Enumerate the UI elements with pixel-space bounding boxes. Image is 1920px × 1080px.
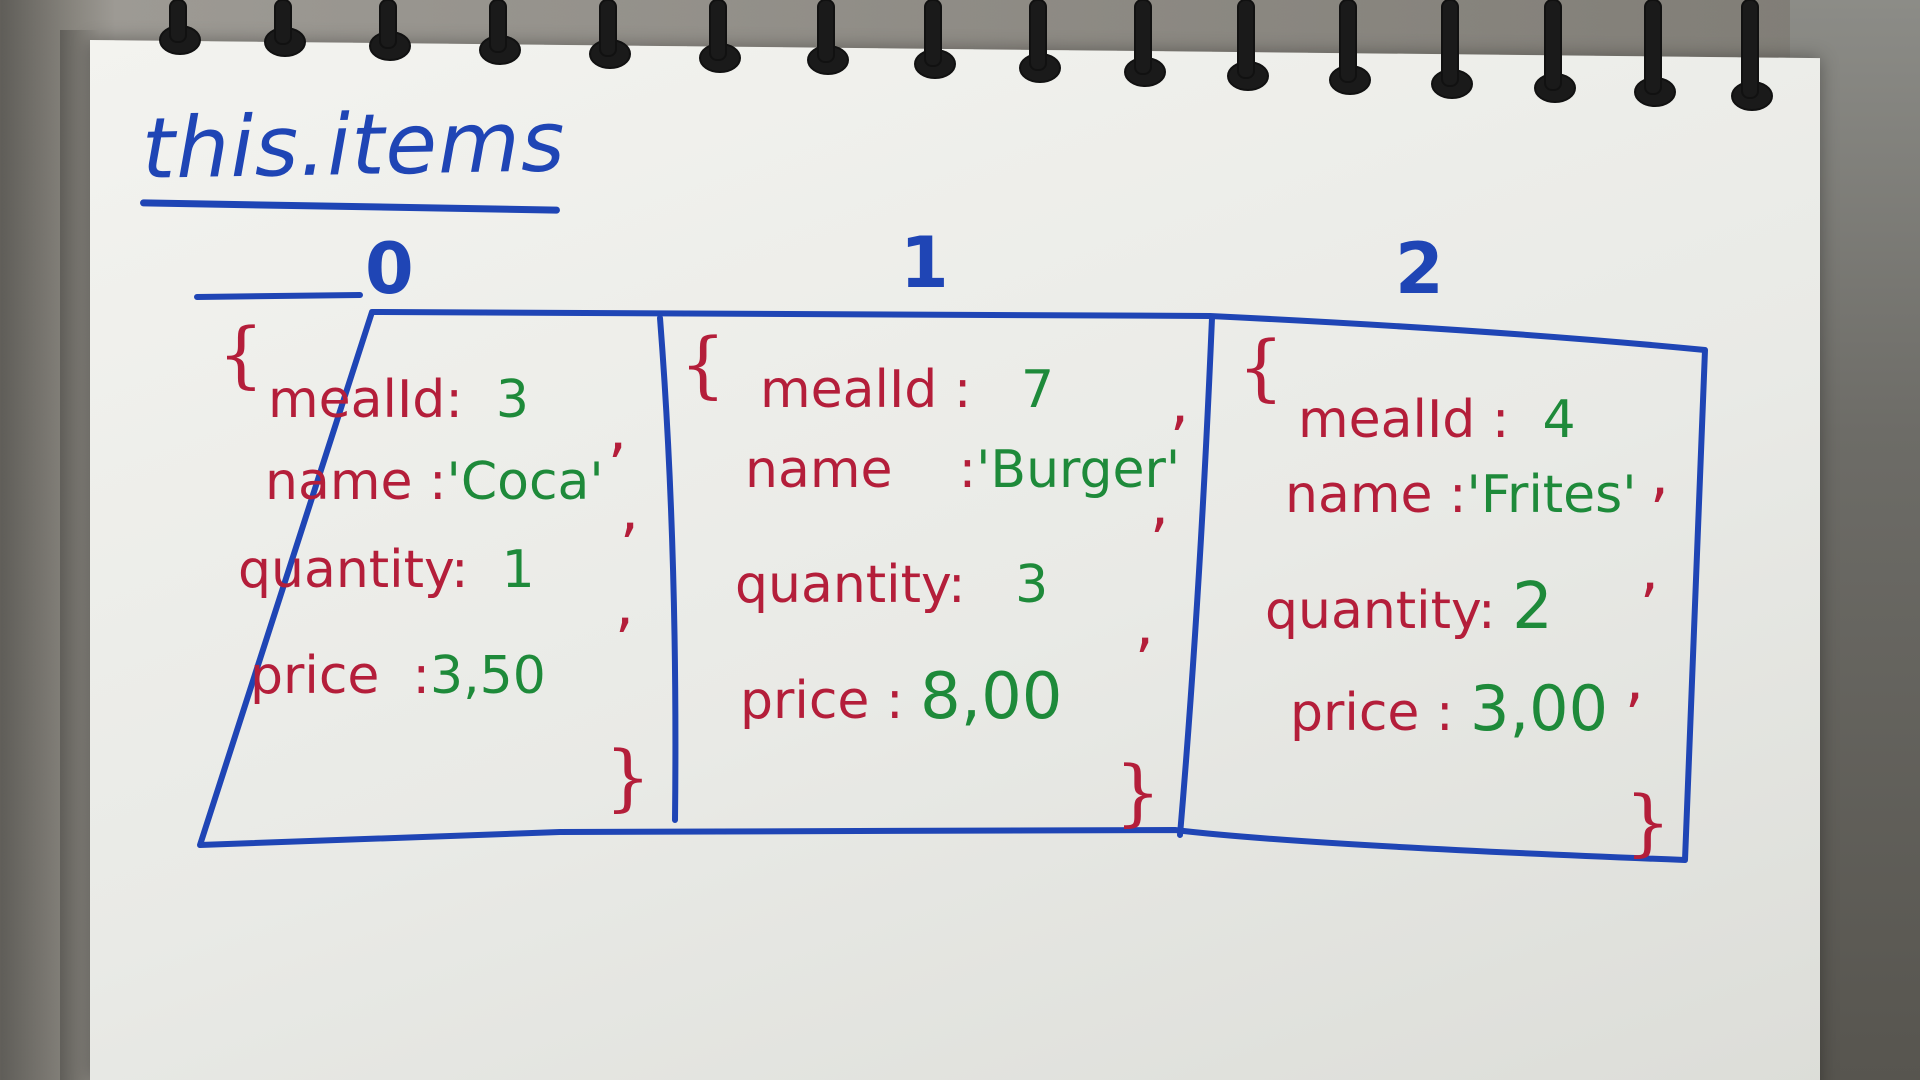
value: 3 bbox=[1015, 555, 1049, 615]
value: 3,50 bbox=[430, 646, 546, 706]
colon: : bbox=[445, 370, 463, 430]
page-title: this.items bbox=[141, 92, 567, 198]
field-quantity: quantity: 3 bbox=[735, 555, 1048, 615]
open-brace: { bbox=[1238, 325, 1284, 409]
index-label-1: 1 bbox=[900, 222, 949, 304]
key: price bbox=[740, 671, 870, 731]
field-mealid: mealId : 4 bbox=[1298, 390, 1576, 450]
colon: : bbox=[1478, 581, 1496, 641]
key: price bbox=[1290, 683, 1420, 743]
key: mealId bbox=[268, 370, 446, 430]
colon: : bbox=[953, 360, 972, 420]
key: name bbox=[265, 452, 413, 512]
value: 8,00 bbox=[920, 660, 1063, 734]
spiral-binding bbox=[159, 0, 1773, 111]
comma: , bbox=[1170, 368, 1190, 438]
key: quantity bbox=[1265, 581, 1479, 641]
field-quantity: quantity: 1 bbox=[238, 540, 535, 600]
colon: : bbox=[1449, 465, 1467, 525]
index-label-2: 2 bbox=[1395, 228, 1444, 310]
key: quantity bbox=[238, 540, 452, 600]
comma: , bbox=[1640, 535, 1660, 605]
comma: , bbox=[620, 475, 640, 545]
value: 'Burger' bbox=[976, 440, 1181, 500]
comma: , bbox=[608, 395, 628, 465]
key: name bbox=[745, 440, 893, 500]
colon: : bbox=[412, 646, 431, 706]
value: 1 bbox=[501, 540, 535, 600]
comma: , bbox=[1150, 470, 1170, 540]
comma: , bbox=[1625, 645, 1645, 715]
field-price: price : 3,00 bbox=[1290, 672, 1608, 745]
field-mealid: mealId : 7 bbox=[760, 360, 1054, 420]
value: 'Frites' bbox=[1466, 465, 1637, 525]
field-price: price : 8,00 bbox=[740, 660, 1063, 734]
comma: , bbox=[1650, 440, 1670, 510]
comma: , bbox=[1135, 590, 1155, 660]
key: name bbox=[1285, 465, 1433, 525]
colon: : bbox=[1491, 390, 1510, 450]
key: mealId bbox=[1298, 390, 1476, 450]
comma: , bbox=[615, 570, 635, 640]
field-price: price :3,50 bbox=[250, 646, 546, 706]
field-name: name :'Burger' bbox=[745, 440, 1180, 500]
field-name: name :'Frites' bbox=[1285, 465, 1637, 525]
value: 2 bbox=[1512, 570, 1553, 644]
close-brace: } bbox=[605, 735, 651, 819]
colon: : bbox=[429, 452, 447, 512]
value: 3,00 bbox=[1470, 672, 1609, 745]
value: 'Coca' bbox=[446, 452, 604, 512]
value: 7 bbox=[1020, 360, 1055, 420]
key: price bbox=[250, 646, 380, 706]
field-quantity: quantity: 2 bbox=[1265, 570, 1553, 644]
colon: : bbox=[451, 540, 469, 600]
key: mealId bbox=[760, 360, 938, 420]
key: quantity bbox=[735, 555, 949, 615]
field-name: name :'Coca' bbox=[265, 452, 604, 512]
field-mealid: mealId: 3 bbox=[268, 370, 529, 430]
value: 4 bbox=[1542, 390, 1576, 450]
colon: : bbox=[1435, 683, 1454, 743]
open-brace: { bbox=[680, 322, 726, 406]
close-brace: } bbox=[1115, 750, 1161, 834]
colon: : bbox=[885, 671, 904, 731]
colon: : bbox=[958, 440, 977, 500]
close-brace: } bbox=[1625, 780, 1671, 864]
colon: : bbox=[948, 555, 966, 615]
value: 3 bbox=[495, 370, 529, 430]
index-label-0: 0 bbox=[365, 228, 414, 310]
open-brace: { bbox=[218, 312, 264, 396]
